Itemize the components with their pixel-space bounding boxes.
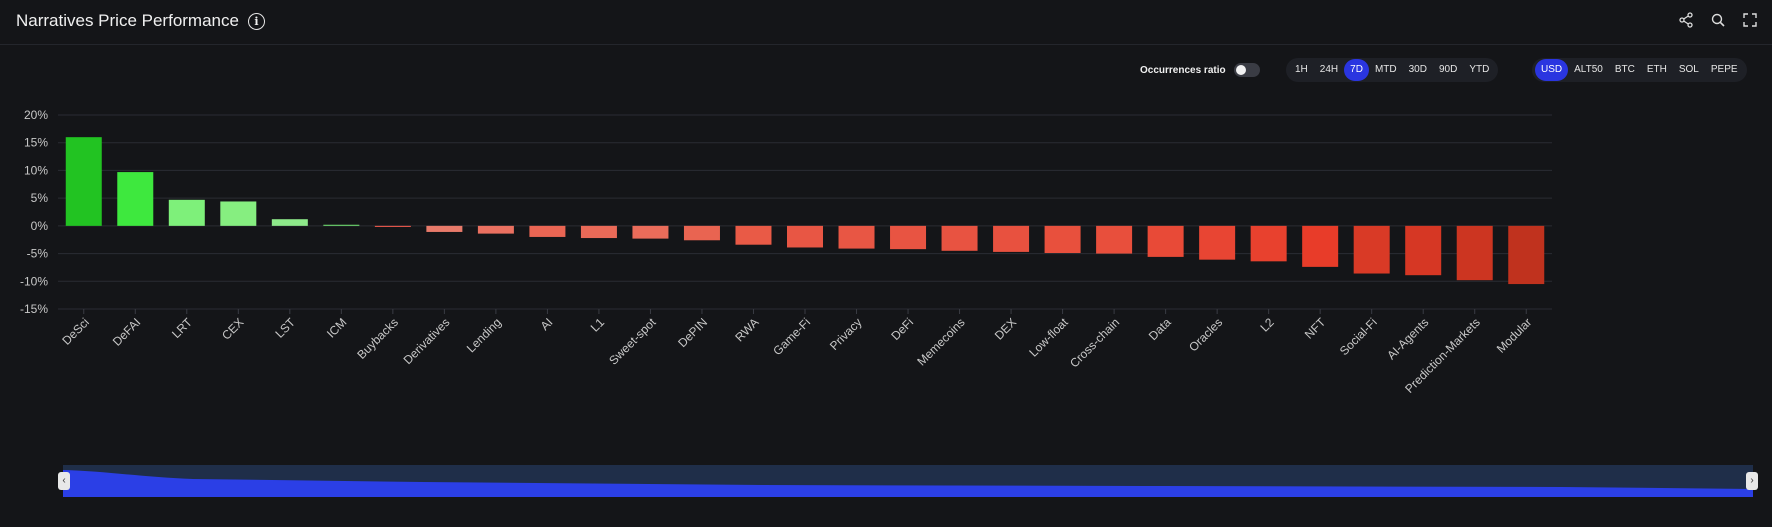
y-tick-label: -15% xyxy=(20,302,48,316)
x-tick-label: Memecoins xyxy=(914,315,967,368)
bar-lst xyxy=(271,219,308,226)
time-range-option-90d[interactable]: 90D xyxy=(1438,64,1458,75)
bar-cross-chain xyxy=(1096,225,1133,254)
bar-memecoins xyxy=(941,225,978,251)
time-range-option-1h[interactable]: 1H xyxy=(1295,64,1308,75)
bar-defi xyxy=(890,225,927,250)
bar-lrt xyxy=(168,199,205,226)
navigator-left-handle[interactable]: ‹ xyxy=(58,472,70,490)
zoom-icon[interactable] xyxy=(1710,12,1726,28)
bar-game-fi xyxy=(787,225,823,248)
x-tick-label: DEX xyxy=(992,315,1019,342)
x-tick-label: Sweet-spot xyxy=(606,315,659,368)
bar-depin xyxy=(683,225,720,241)
occurrences-ratio-label: Occurrences ratio xyxy=(1140,64,1226,76)
y-tick-label: 20% xyxy=(24,108,48,122)
x-tick-label: L2 xyxy=(1257,315,1277,335)
y-tick-label: 5% xyxy=(31,191,49,205)
bar-rwa xyxy=(735,225,772,245)
bar-defai xyxy=(117,172,154,226)
bar-desci xyxy=(65,137,102,226)
currency-option-pepe[interactable]: PEPE xyxy=(1710,64,1738,75)
time-range-option-30d[interactable]: 30D xyxy=(1408,64,1427,75)
bar-icm xyxy=(323,224,360,226)
share-icon[interactable] xyxy=(1678,12,1694,28)
x-tick-label: Privacy xyxy=(827,315,865,353)
x-tick-label: CEX xyxy=(219,315,246,342)
x-tick-label: DeFi xyxy=(888,315,916,343)
x-tick-label: AI-Agents xyxy=(1384,315,1431,362)
chart-toolbar xyxy=(1678,12,1758,28)
occurrences-ratio-control: Occurrences ratio xyxy=(1140,58,1260,82)
x-tick-label: AI xyxy=(538,315,556,333)
y-tick-label: 0% xyxy=(31,219,49,233)
fullscreen-icon[interactable] xyxy=(1742,12,1758,28)
time-range-selector: 1H 24H 7D MTD 30D 90D YTD xyxy=(1286,58,1499,82)
navigator-right-handle[interactable]: › xyxy=(1746,472,1758,490)
bar-low-float xyxy=(1044,225,1081,254)
x-tick-label: ICM xyxy=(324,315,349,340)
y-tick-label: -10% xyxy=(20,274,48,288)
y-tick-label: -5% xyxy=(27,247,49,261)
x-tick-label: Lending xyxy=(464,315,504,355)
bar-sweet-spot xyxy=(632,225,669,239)
x-tick-label: Oracles xyxy=(1186,315,1225,354)
x-tick-label: LRT xyxy=(169,315,195,341)
bar-modular xyxy=(1508,225,1545,285)
chart-header: Narratives Price Performance i xyxy=(0,0,1772,45)
bar-cex xyxy=(220,201,257,226)
x-tick-label: Modular xyxy=(1494,315,1535,356)
y-tick-label: 15% xyxy=(24,136,48,150)
currency-option-sol[interactable]: SOL xyxy=(1678,64,1699,75)
bar-prediction-markets xyxy=(1456,225,1493,281)
x-tick-label: L1 xyxy=(588,315,608,335)
currency-selector: USD ALT50 BTC ETH SOL PEPE xyxy=(1532,58,1747,82)
x-tick-label: Cross-chain xyxy=(1067,315,1122,370)
bar-dex xyxy=(993,225,1030,252)
time-range-option-mtd[interactable]: MTD xyxy=(1374,64,1397,75)
chart-title-wrap: Narratives Price Performance i xyxy=(16,11,265,31)
bar-social-fi xyxy=(1353,225,1390,274)
currency-option-btc[interactable]: BTC xyxy=(1614,64,1635,75)
range-navigator[interactable] xyxy=(63,465,1753,497)
x-tick-label: DeFAI xyxy=(110,315,143,348)
x-tick-label: NFT xyxy=(1302,315,1329,342)
currency-option-eth[interactable]: ETH xyxy=(1646,64,1667,75)
x-tick-label: Buybacks xyxy=(354,315,401,362)
bar-ai-agents xyxy=(1405,225,1442,276)
bar-data xyxy=(1147,225,1184,257)
bar-l1 xyxy=(580,225,617,239)
time-range-option-ytd[interactable]: YTD xyxy=(1469,64,1490,75)
x-tick-label: RWA xyxy=(732,315,761,344)
bar-chart: 20% 15% 10% 5% 0% -5% -10% -15% DeSci DeFAI LRT CEX… xyxy=(20,108,1552,396)
bar-nft xyxy=(1302,225,1339,267)
time-range-option-24h[interactable]: 24H xyxy=(1319,64,1339,75)
bar-lending xyxy=(477,225,514,234)
chart-title: Narratives Price Performance xyxy=(16,11,239,30)
bar-ai xyxy=(529,225,566,237)
currency-option-usd[interactable]: USD xyxy=(1535,59,1569,81)
x-tick-label: LST xyxy=(272,315,298,341)
y-tick-label: 10% xyxy=(24,163,48,177)
x-tick-label: Low-float xyxy=(1026,315,1071,360)
bar-buybacks xyxy=(374,225,411,227)
bar-oracles xyxy=(1199,225,1236,260)
x-tick-label: DePIN xyxy=(675,315,710,350)
bar-l2 xyxy=(1250,225,1287,262)
x-tick-label: DeSci xyxy=(59,315,92,348)
time-range-option-7d[interactable]: 7D xyxy=(1344,59,1369,81)
currency-option-alt50[interactable]: ALT50 xyxy=(1574,64,1603,75)
x-tick-label: Social-Fi xyxy=(1337,315,1380,358)
info-icon[interactable]: i xyxy=(247,12,265,30)
occurrences-ratio-toggle[interactable] xyxy=(1233,63,1260,77)
x-tick-label: Data xyxy=(1146,315,1174,343)
x-tick-label: Game-Fi xyxy=(770,315,813,358)
bar-derivatives xyxy=(426,225,463,232)
x-tick-label: Derivatives xyxy=(401,315,453,367)
bar-privacy xyxy=(838,225,875,249)
